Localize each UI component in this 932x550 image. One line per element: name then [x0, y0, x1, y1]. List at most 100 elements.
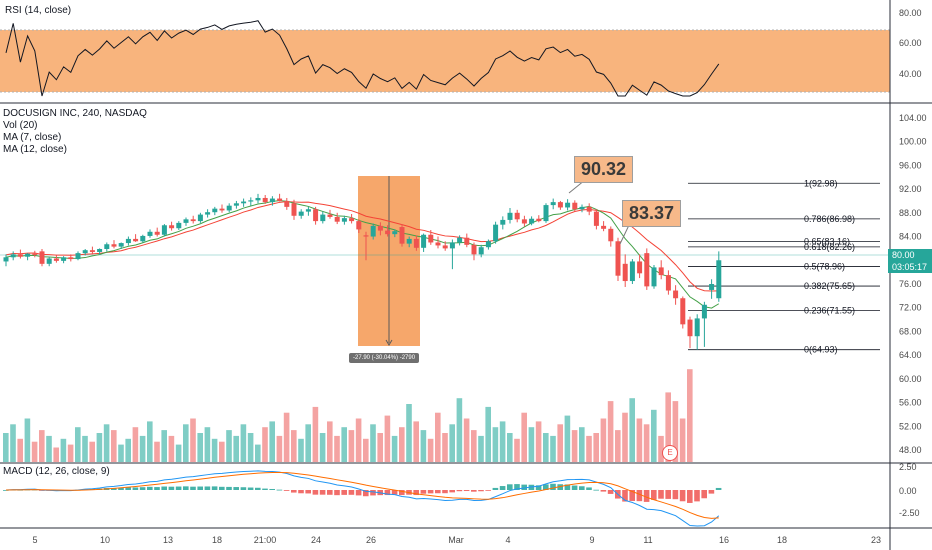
volume-bar	[312, 406, 319, 462]
macd-histogram-bar	[708, 490, 715, 494]
macd-legend: MACD (12, 26, close, 9)	[3, 466, 110, 478]
time-axis-tick: 16	[719, 535, 729, 545]
price-axis-tick: 92.00	[899, 184, 922, 194]
candle-body	[226, 205, 232, 211]
volume-bar	[370, 424, 376, 462]
volume-bar	[413, 421, 419, 462]
candle-body	[615, 241, 621, 276]
volume-bar	[60, 438, 67, 462]
measure-label: -27.90 (-30.04%) -2790	[349, 353, 420, 363]
macd-histogram-bar	[132, 487, 139, 490]
candle-body	[665, 275, 671, 291]
earnings-badge[interactable]: E	[662, 445, 678, 461]
time-axis-tick: 5	[32, 535, 37, 545]
candle-body	[471, 244, 477, 255]
macd-histogram-bar	[701, 490, 707, 499]
macd-histogram-bar	[629, 490, 635, 501]
macd-histogram-bar	[427, 490, 434, 494]
candle-body	[637, 261, 643, 274]
volume-bar	[31, 441, 38, 462]
candle-body	[183, 219, 189, 223]
candle-body	[586, 206, 592, 212]
volume-bar	[687, 369, 693, 462]
macd-histogram-bar	[226, 486, 232, 490]
macd-histogram-bar	[348, 490, 355, 495]
volume-bar	[125, 438, 131, 462]
macd-histogram-bar	[687, 490, 693, 503]
candle-body	[197, 214, 203, 222]
candle-body	[507, 212, 513, 220]
volume-bar	[197, 433, 203, 462]
macd-histogram-bar	[579, 486, 585, 490]
volume-bar	[521, 412, 527, 462]
fib-level-label: 0.5(78.96)	[804, 261, 845, 271]
volume-bar	[39, 430, 45, 462]
candle-body	[46, 258, 52, 264]
candle-body	[39, 251, 45, 264]
macd-histogram-bar	[334, 490, 340, 496]
volume-bar	[334, 435, 340, 462]
candle-body	[176, 222, 182, 229]
volume-bar	[651, 409, 657, 462]
price-axis-tick: 56.00	[899, 398, 922, 408]
volume-bar	[67, 444, 74, 462]
candle-body	[493, 224, 499, 242]
volume-bar	[636, 418, 643, 462]
fib-level-label: 0(64.93)	[804, 345, 838, 355]
rsi-axis-tick: 80.00	[899, 8, 922, 18]
volume-bar	[10, 424, 16, 462]
fibonacci-retracement[interactable]: 1(92.98) 0.786(86.98) 0.65(83.16)0.618(82.…	[688, 178, 880, 355]
volume-bar	[406, 404, 412, 462]
rsi-legend-label[interactable]: RSI (14, close)	[5, 5, 72, 16]
candle-body	[313, 209, 319, 222]
candle-body	[255, 197, 261, 201]
volume-bar	[305, 424, 311, 462]
macd-histogram-bar	[161, 486, 167, 490]
time-axis-tick: 26	[366, 535, 376, 545]
macd-histogram-bar	[118, 487, 124, 490]
volume-bar	[226, 430, 232, 462]
volume-bar	[543, 433, 549, 462]
macd-legend-label[interactable]: MACD (12, 26, close, 9)	[3, 466, 110, 477]
candle-body	[485, 241, 491, 248]
symbol-title[interactable]: DOCUSIGN INC, 240, NASDAQ	[3, 108, 147, 119]
callout-low[interactable]: 83.37	[622, 200, 682, 227]
time-axis-tick: 23	[871, 535, 881, 545]
macd-axis-tick: 0.00	[899, 486, 917, 496]
macd-histogram-bar	[139, 487, 146, 490]
macd-histogram-bar	[370, 490, 376, 496]
volume-bar	[449, 424, 455, 462]
volume-bar	[579, 427, 585, 462]
candle-body	[161, 225, 167, 235]
macd-histogram-bar	[125, 487, 131, 490]
volume-bar	[319, 433, 326, 462]
macd-histogram-bar	[240, 487, 247, 490]
volume-bar	[499, 421, 506, 462]
candle-body	[536, 218, 542, 222]
volume-bar	[118, 444, 124, 462]
macd-histogram-bar	[154, 487, 160, 490]
candle-body	[89, 250, 95, 252]
candle-body	[392, 231, 398, 235]
volume-bar	[283, 412, 290, 462]
macd-histogram-bar	[679, 490, 686, 502]
macd-histogram-bar	[211, 486, 218, 490]
vol-legend-label[interactable]: Vol (20)	[3, 120, 38, 131]
volume-bar	[24, 418, 31, 462]
candle-body	[356, 221, 362, 230]
volume-bar	[564, 415, 571, 462]
price-axis-tick: 96.00	[899, 160, 922, 170]
ma7-legend-label[interactable]: MA (7, close)	[3, 132, 62, 143]
rsi-legend: RSI (14, close)	[5, 5, 71, 17]
macd-histogram-bar	[694, 490, 700, 502]
candle-body	[629, 261, 635, 282]
volume-bar	[348, 430, 355, 462]
macd-histogram-bar	[247, 487, 254, 490]
macd-line	[5, 470, 720, 527]
volume-bar	[420, 430, 427, 462]
callout-high[interactable]: 90.32	[574, 156, 634, 183]
ma12-legend-label[interactable]: MA (12, close)	[3, 144, 67, 155]
candle-body	[241, 201, 247, 204]
price-axis-tick: 88.00	[899, 208, 922, 218]
